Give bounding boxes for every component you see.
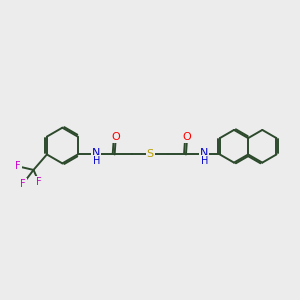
Text: O: O xyxy=(183,132,191,142)
Text: O: O xyxy=(111,132,120,142)
Text: F: F xyxy=(15,161,21,171)
Text: N: N xyxy=(92,148,100,158)
Text: N: N xyxy=(200,148,208,158)
Text: H: H xyxy=(201,156,208,166)
Text: H: H xyxy=(92,156,100,166)
Text: S: S xyxy=(147,149,154,160)
Text: F: F xyxy=(20,178,26,189)
Text: F: F xyxy=(36,177,42,187)
